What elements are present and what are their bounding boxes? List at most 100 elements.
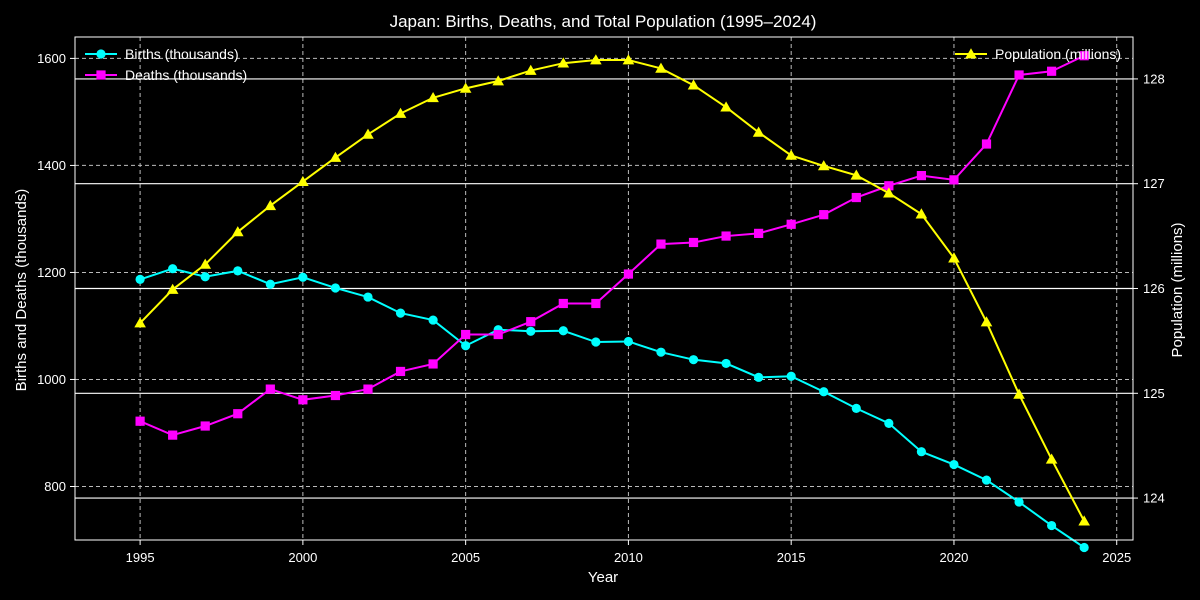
deaths-point	[1079, 51, 1089, 61]
births-point	[330, 283, 341, 293]
births-point	[591, 337, 601, 347]
births-point	[558, 326, 568, 336]
x-tick-label: 2005	[451, 550, 480, 565]
x-tick-label: 2015	[777, 550, 806, 565]
births-point	[428, 315, 438, 325]
legend-swatch-marker	[96, 49, 106, 59]
chart-title: Japan: Births, Deaths, and Total Populat…	[390, 12, 817, 31]
deaths-series	[135, 51, 1089, 440]
deaths-point	[330, 390, 341, 401]
population-point	[883, 187, 895, 198]
deaths-point	[428, 359, 438, 369]
deaths-line	[139, 54, 1085, 437]
births-point	[721, 358, 731, 369]
population-point	[850, 169, 863, 180]
series-group	[134, 51, 1090, 553]
births-point	[1079, 542, 1089, 553]
population-point	[655, 62, 667, 73]
deaths-point	[656, 239, 666, 249]
x-axis-label: Year	[588, 569, 618, 586]
births-point	[884, 418, 894, 428]
population-point	[622, 54, 635, 65]
y-left-tick-label: 1200	[37, 265, 66, 280]
population-point	[524, 64, 537, 75]
births-point	[851, 403, 861, 413]
deaths-point	[981, 139, 992, 149]
deaths-point	[233, 409, 243, 419]
deaths-point	[916, 170, 926, 181]
births-point	[688, 355, 699, 365]
population-point	[362, 128, 374, 139]
population-point	[980, 316, 993, 327]
deaths-point	[591, 298, 601, 309]
population-point	[459, 82, 472, 93]
births-point	[265, 279, 275, 289]
population-point	[817, 160, 830, 171]
axes: 1995 2000 2005 2010 2015 2020 2025 800 1000 1200 1…	[37, 36, 1165, 565]
deaths-point	[721, 231, 731, 241]
births-point	[916, 447, 927, 457]
deaths-point	[819, 210, 829, 220]
population-point	[297, 175, 309, 186]
x-tick-label: 1995	[126, 550, 155, 565]
deaths-point	[363, 384, 373, 394]
right-axis-gridlines	[75, 78, 1133, 499]
births-point	[949, 459, 959, 470]
population-point	[394, 107, 407, 118]
births-line	[139, 267, 1085, 549]
deaths-point	[1047, 66, 1057, 76]
legend: Births (thousands) Deaths (thousands) Popu…	[85, 46, 1121, 83]
population-point	[557, 57, 570, 68]
births-point	[526, 326, 536, 336]
population-point	[720, 101, 732, 112]
population-point	[264, 199, 277, 211]
y-right-tick-label: 128	[1143, 71, 1165, 86]
population-point	[687, 79, 700, 90]
deaths-point	[135, 416, 145, 426]
deaths-point	[168, 430, 178, 440]
y-right-tick-label: 124	[1143, 491, 1165, 506]
deaths-point	[754, 228, 764, 238]
births-point	[135, 274, 145, 285]
population-line	[139, 59, 1086, 522]
deaths-point	[623, 269, 634, 279]
births-point	[786, 371, 796, 381]
population-point	[1013, 388, 1025, 399]
births-point	[656, 347, 666, 357]
x-tick-label: 2010	[614, 550, 643, 565]
population-point	[915, 208, 928, 219]
deaths-point	[493, 329, 503, 340]
deaths-point	[558, 298, 568, 309]
births-point	[168, 264, 178, 274]
legend-swatch-marker	[96, 70, 106, 80]
y-left-tick-label: 1600	[37, 51, 66, 66]
grid	[75, 37, 1133, 540]
x-tick-label: 2020	[939, 550, 968, 565]
population-point	[199, 258, 212, 269]
population-point	[785, 149, 797, 160]
deaths-point	[949, 175, 959, 185]
legend-entry-births: Births (thousands)	[85, 46, 239, 62]
population-point	[427, 91, 439, 103]
deaths-point	[1014, 70, 1024, 80]
births-point	[1047, 520, 1057, 531]
births-point	[200, 272, 210, 282]
births-point	[623, 336, 634, 347]
births-point	[1014, 497, 1024, 507]
deaths-point	[395, 366, 406, 377]
population-point	[492, 75, 504, 86]
population-point	[134, 317, 146, 328]
births-point	[395, 308, 406, 318]
legend-entry-population: Population (millions)	[955, 46, 1121, 62]
births-point	[298, 272, 308, 282]
y-right-tick-label: 127	[1143, 176, 1165, 191]
deaths-point	[884, 181, 894, 191]
y-left-tick-label: 1000	[37, 372, 66, 387]
deaths-point	[461, 329, 471, 340]
x-tick-label: 2025	[1102, 550, 1131, 565]
births-point	[819, 387, 829, 397]
births-point	[461, 341, 471, 351]
deaths-point	[851, 192, 861, 203]
population-point	[166, 283, 179, 294]
